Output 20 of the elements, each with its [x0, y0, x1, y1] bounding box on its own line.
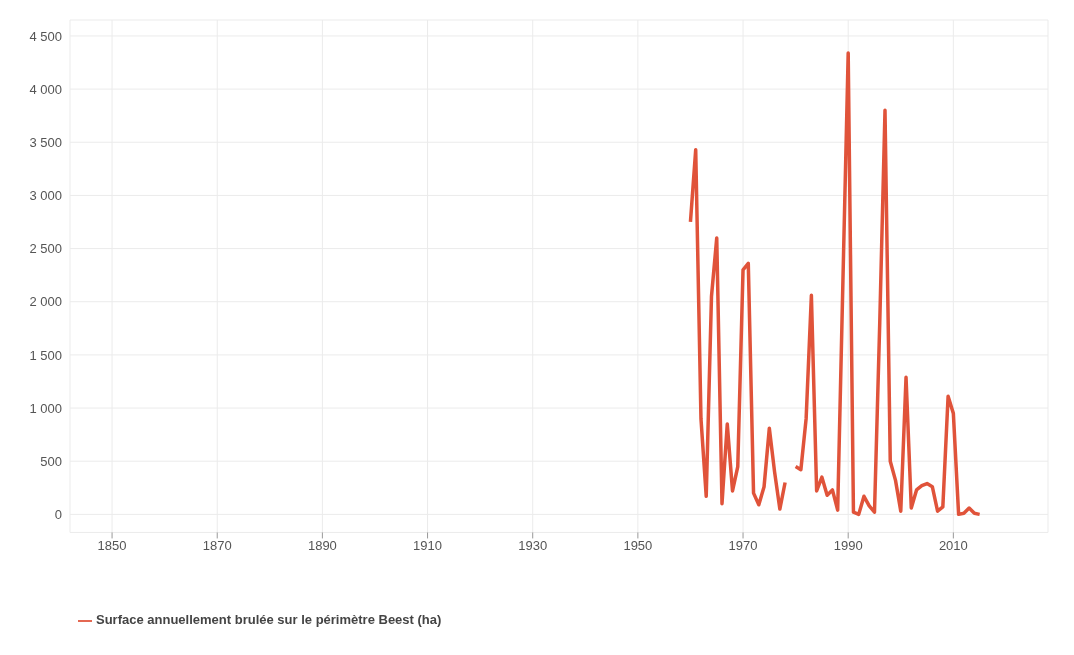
y-tick-label: 1 500 [29, 347, 62, 363]
y-tick-label: 500 [40, 453, 62, 469]
x-tick-label: 1850 [97, 537, 127, 553]
y-tick-label: 4 500 [29, 28, 62, 44]
x-tick-label: 1910 [413, 537, 443, 553]
y-tick-label: 3 500 [29, 134, 62, 150]
y-tick-label: 3 000 [29, 188, 62, 204]
x-tick-label: 1890 [307, 537, 337, 553]
y-tick-label: 1 000 [29, 400, 62, 416]
x-tick-label: 1930 [518, 537, 548, 553]
y-tick-label: 4 000 [29, 81, 62, 97]
y-tick-label: 2 500 [29, 241, 62, 257]
x-tick-label: 1990 [833, 537, 863, 553]
y-tick-label: 2 000 [29, 294, 62, 310]
legend-label: Surface annuellement brulée sur le périmètre Beest (ha) [96, 612, 442, 628]
x-tick-label: 1950 [623, 537, 653, 553]
x-tick-label: 1870 [202, 537, 232, 553]
x-tick-label: 2010 [938, 537, 968, 553]
y-tick-label: 0 [54, 506, 62, 522]
x-tick-label: 1970 [728, 537, 758, 553]
